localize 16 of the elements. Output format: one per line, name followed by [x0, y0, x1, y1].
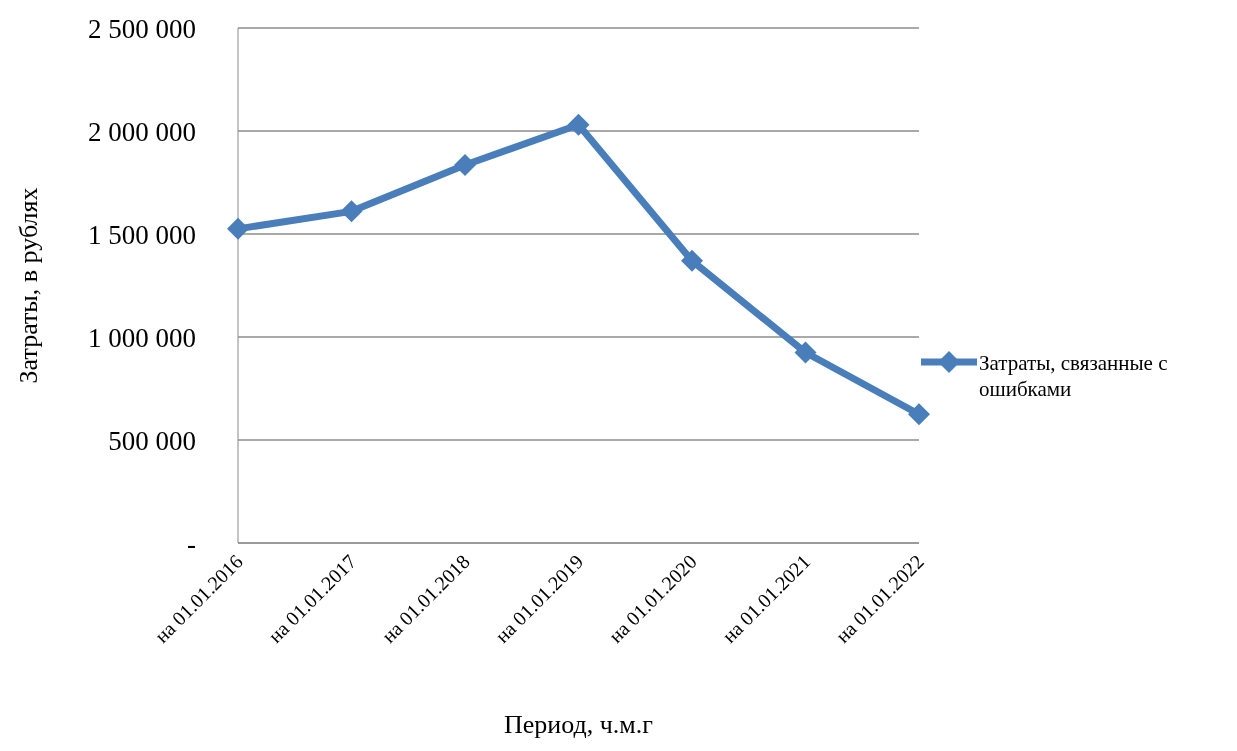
y-tick-label: -	[187, 528, 196, 559]
y-tick-label: 1 000 000	[88, 322, 196, 353]
point	[454, 153, 476, 176]
x-axis-title: Период, ч.м.г	[504, 710, 653, 739]
point	[227, 217, 249, 240]
y-tick-label: 500 000	[108, 425, 196, 456]
y-axis-title: Затраты, в рублях	[14, 187, 44, 384]
point	[908, 403, 930, 426]
y-tick-label: 2 500 000	[88, 13, 196, 44]
point	[567, 113, 590, 136]
y-tick-label: 1 500 000	[88, 219, 196, 250]
legend-label: Затраты, связанные с ошибками	[979, 349, 1169, 402]
y-tick-label: 2 000 000	[88, 116, 196, 147]
point	[340, 200, 363, 223]
point	[681, 249, 703, 272]
point	[794, 341, 817, 364]
